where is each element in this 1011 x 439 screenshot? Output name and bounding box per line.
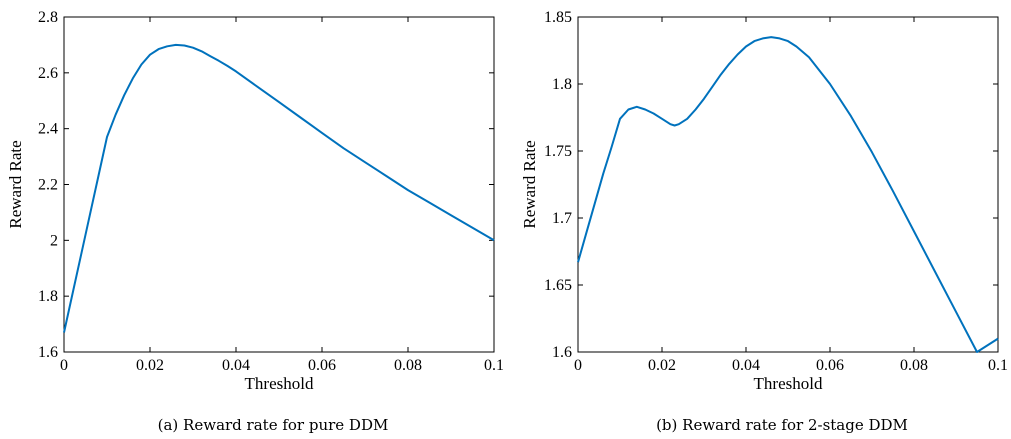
- x-tick-label-b: 0.06: [816, 357, 844, 374]
- plot-frame-b: [577, 16, 999, 353]
- x-tick-label-a: 0.08: [394, 357, 422, 374]
- x-tick-label-a: 0.04: [222, 357, 250, 374]
- y-tick-label-b: 1.85: [544, 9, 572, 26]
- caption-b: (b) Reward rate for 2-stage DDM: [656, 416, 908, 434]
- y-axis-label-b: Reward Rate: [520, 140, 539, 228]
- panel-b: 0 0.02 0.04 0.06 0.08 0.1 1.61.651.71.751.81.…: [520, 9, 1008, 434]
- reward-rate-line-b: [577, 36, 999, 353]
- panel-a: 0 0.02 0.04 0.06 0.08 0.1 1.6 1.8 2 2.2 2.4 2.6 2.8…: [6, 9, 504, 434]
- y-tick-label-b: 1.6: [552, 344, 572, 361]
- y-tick-label-a: 2.6: [38, 65, 58, 82]
- y-tick-label-b: 1.65: [544, 277, 572, 294]
- x-ticks-a: 0 0.02 0.04 0.06 0.08 0.1: [60, 17, 504, 374]
- y-tick-label-a: 2.2: [38, 177, 58, 194]
- y-tick-label-b: 1.7: [552, 210, 572, 227]
- caption-a: (a) Reward rate for pure DDM: [158, 416, 389, 434]
- plot-frame-a: [63, 16, 495, 353]
- y-tick-label-a: 2.4: [38, 121, 58, 138]
- x-tick-label-b: 0: [574, 357, 582, 374]
- y-ticks-a: 1.6 1.8 2 2.2 2.4 2.6 2.8: [38, 9, 494, 361]
- x-tick-label-b: 0.02: [648, 357, 676, 374]
- x-tick-label-a: 0.06: [308, 357, 336, 374]
- y-axis-label-a: Reward Rate: [6, 140, 25, 228]
- y-tick-label-a: 1.8: [38, 288, 58, 305]
- y-tick-label-a: 2.8: [38, 9, 58, 26]
- x-tick-label-b: 0.1: [988, 357, 1008, 374]
- x-axis-label-a: Threshold: [245, 374, 314, 393]
- x-tick-label-a: 0: [60, 357, 68, 374]
- y-tick-label-b: 1.75: [544, 143, 572, 160]
- x-tick-label-a: 0.1: [484, 357, 504, 374]
- y-tick-label-a: 2: [50, 232, 58, 249]
- y-tick-label-b: 1.8: [552, 76, 572, 93]
- x-axis-label-b: Threshold: [754, 374, 823, 393]
- y-tick-label-a: 1.6: [38, 344, 58, 361]
- x-tick-label-b: 0.04: [732, 357, 760, 374]
- y-ticks-b: 1.6 1.65 1.7 1.75 1.8 1.85: [544, 9, 998, 361]
- x-ticks-b: 0 0.02 0.04 0.06 0.08 0.1: [574, 17, 1008, 374]
- x-tick-label-b: 0.08: [900, 357, 928, 374]
- reward-rate-line-a: [63, 43, 495, 333]
- x-tick-label-a: 0.02: [136, 357, 164, 374]
